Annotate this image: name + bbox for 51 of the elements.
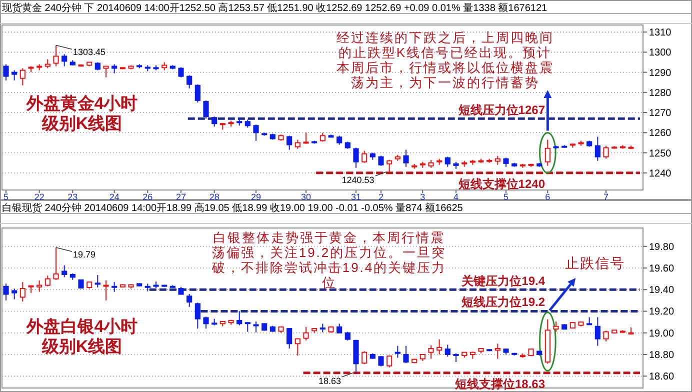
y-tick-label: 19.40	[649, 285, 674, 296]
x-tick-label: 26	[142, 192, 153, 202]
ref-line-label: 短线压力位1267	[458, 102, 545, 119]
annotation: 19.79	[73, 249, 96, 260]
x-tick-label: 29	[250, 192, 262, 202]
x-tick-label: 23	[68, 192, 78, 202]
x-tick-label: 30	[300, 192, 312, 202]
y-tick-label: 1310	[649, 28, 672, 39]
x-tick-label: 5	[503, 192, 509, 202]
annotation: 外盘黄金4小时级别K线图	[25, 94, 139, 134]
y-tick-label: 18.80	[649, 350, 674, 361]
y-tick-label: 1300	[649, 48, 672, 59]
annotation: 1303.45	[73, 47, 106, 58]
x-tick-label: 6	[545, 192, 550, 202]
ref-line-label: 短线压力位19.2	[462, 294, 545, 312]
ref-line-label: 关键压力位19.4	[462, 272, 545, 290]
y-tick-label: 19.20	[649, 306, 674, 318]
y-tick-label: 19.80	[649, 242, 674, 253]
y-tick-label: 1240	[649, 168, 672, 180]
y-tick-label: 19.00	[649, 328, 674, 340]
y-tick-label: 18.60	[649, 372, 674, 383]
x-tick-label: 22	[34, 192, 44, 202]
y-tick-label: 1250	[649, 148, 672, 160]
y-tick-label: 1280	[649, 88, 672, 99]
ref-line-label: 短线支撑位1240	[458, 176, 545, 193]
y-tick-label: 19.60	[649, 264, 674, 274]
x-tick-label: 7	[603, 192, 609, 202]
x-tick-label: 4	[453, 192, 459, 202]
x-tick-label: 2	[378, 192, 384, 202]
x-tick-label: 31	[350, 192, 362, 202]
value-note: 18.63	[318, 372, 354, 386]
annotation: 18.63	[318, 376, 341, 386]
value-note: 19.79	[56, 247, 96, 260]
value-note: 1303.45	[56, 44, 106, 58]
y-tick-label: 1260	[649, 128, 672, 140]
x-tick-label: 3	[420, 192, 426, 202]
x-tick-label: 5	[3, 192, 9, 202]
value-note: 1240.53	[342, 171, 387, 185]
chart-title: 白银现货 240分钟 20140609 14:00开18.99 高19.05 低18.99 收19.00 19.00 -0.01 -0.05% 量874 额16625	[2, 202, 463, 215]
annotation: 1240.53	[342, 174, 374, 185]
x-tick-label: 28	[209, 192, 220, 202]
annotation: 白银整体走势强于黄金，本周行情震荡偏强，关注19.2的压力位。一旦突破，不排除尝试冲击19.4的关键压力位	[210, 230, 448, 291]
annotation: 经过连续的下跌之后，上周四晚间的止跌型K线信号已经出现。预计本周后市，行情或将以低位横盘震荡为主，为下一波的行情蓄势	[335, 30, 555, 91]
chart-title: 现货黄金 240分钟 下 20140609 14:00开1252.50 高1253.57 低1251.90 收1252.69 1252.69 +0.09 0.01% 量1338 额1676121	[2, 2, 548, 15]
x-tick-label: 24	[109, 192, 120, 202]
ref-line-label: 短线支撑位18.63	[454, 376, 545, 392]
y-tick-label: 1270	[649, 108, 672, 120]
annotation: 外盘白银4小时级别K线图	[25, 317, 139, 356]
annotation: 止跌信号	[564, 255, 626, 272]
x-tick-label: 27	[176, 192, 186, 202]
y-tick-label: 1290	[649, 68, 672, 79]
